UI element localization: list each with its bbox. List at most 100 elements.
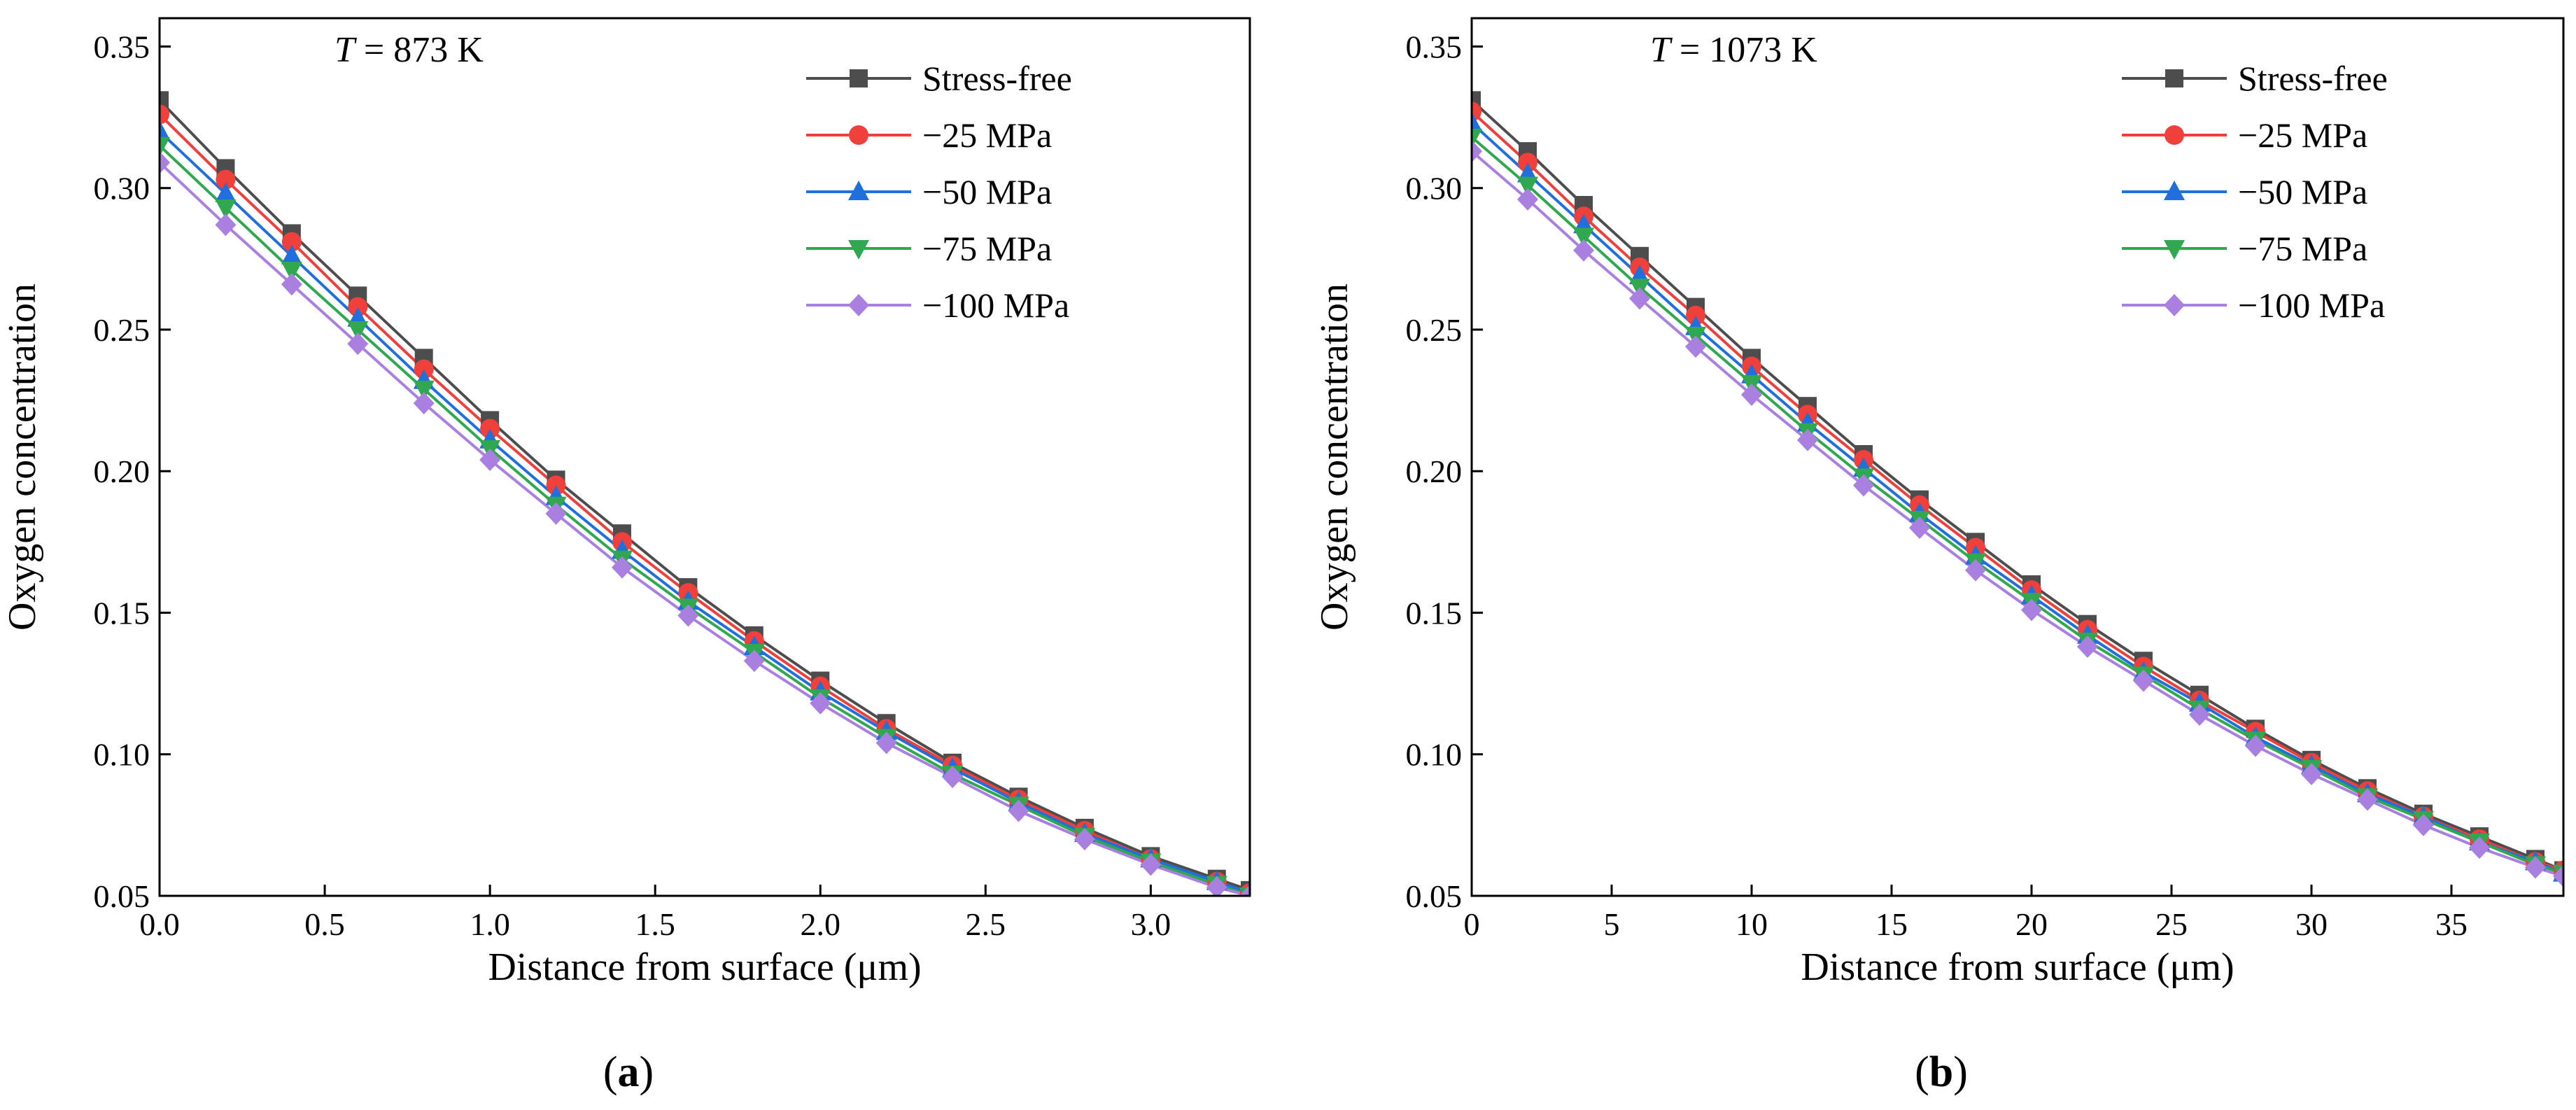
data-point xyxy=(1573,239,1594,262)
data-point xyxy=(2245,734,2266,757)
series-line-3 xyxy=(160,144,1250,896)
x-tick-label: 35 xyxy=(2435,906,2468,942)
legend-label: Stress-free xyxy=(2238,59,2388,98)
legend-label: −50 MPa xyxy=(922,172,1052,211)
data-point xyxy=(1517,188,1538,211)
legend: Stress-free −25 MPa −50 MPa −75 MPa −100 MPa xyxy=(2122,59,2388,325)
legend-label: −100 MPa xyxy=(2238,286,2385,325)
data-point xyxy=(1517,176,1538,197)
legend-label: −75 MPa xyxy=(922,229,1052,268)
x-tick-label: 0 xyxy=(1464,906,1480,942)
temperature-annotation: T = 873 K xyxy=(335,30,484,70)
legend-marker xyxy=(2165,69,2183,87)
series-line-1 xyxy=(160,113,1250,894)
data-point xyxy=(347,321,369,341)
data-point xyxy=(215,213,237,237)
data-point xyxy=(281,232,302,252)
x-tick-label: 5 xyxy=(1604,906,1620,942)
legend-label: −75 MPa xyxy=(2238,229,2367,268)
y-tick-label: 0.10 xyxy=(1406,737,1463,773)
data-point xyxy=(1965,558,1986,582)
data-point xyxy=(2469,836,2490,859)
data-point xyxy=(1573,227,1594,248)
data-point xyxy=(1853,474,1874,497)
data-point xyxy=(1472,140,1482,163)
data-point xyxy=(160,104,169,125)
panel-b-chart: 0 5 10 15 20 25 30 35 0.05 0.10 0.15 0.20 0.25 0.30 0.… xyxy=(1313,17,2565,989)
legend-label: −25 MPa xyxy=(2238,115,2367,155)
data-point xyxy=(1797,428,1818,451)
y-tick-label: 0.10 xyxy=(94,737,150,773)
data-point xyxy=(545,502,567,525)
legend-label: −100 MPa xyxy=(922,286,1069,325)
y-tick-label: 0.20 xyxy=(1406,454,1463,489)
y-tick-label: 0.15 xyxy=(1406,595,1463,631)
legend-marker xyxy=(2164,294,2185,316)
x-tick-label: 3.0 xyxy=(1131,906,1171,942)
y-tick-label: 0.30 xyxy=(1406,171,1463,206)
data-point xyxy=(1741,384,1762,407)
series-line-0 xyxy=(160,99,1250,892)
y-tick-label: 0.35 xyxy=(94,29,150,64)
data-point xyxy=(281,273,302,296)
data-point xyxy=(1140,853,1162,876)
data-point xyxy=(2525,856,2546,879)
data-point xyxy=(2357,788,2378,811)
x-axis-label: Distance from surface (μm) xyxy=(488,946,921,989)
data-point xyxy=(1472,111,1482,132)
y-tick-label: 0.05 xyxy=(94,878,150,914)
data-point xyxy=(480,419,500,439)
x-tick-label: 0.0 xyxy=(139,906,180,942)
x-tick-label: 20 xyxy=(2015,906,2048,942)
data-point xyxy=(216,169,236,190)
data-point xyxy=(810,691,831,715)
series-line-0 xyxy=(1472,99,2563,872)
data-point xyxy=(215,182,237,202)
data-point xyxy=(348,297,368,317)
data-point xyxy=(1629,287,1650,310)
legend-marker xyxy=(2164,181,2185,200)
data-point xyxy=(160,151,170,174)
legend-marker xyxy=(2165,125,2184,145)
temperature-annotation: T = 1073 K xyxy=(1650,30,1817,70)
data-point xyxy=(875,731,897,754)
legend-label: Stress-free xyxy=(922,59,1072,98)
plot-frame xyxy=(1470,17,2565,897)
data-point xyxy=(1518,153,1537,173)
x-tick-label: 0.5 xyxy=(304,906,345,942)
legend-marker xyxy=(848,240,869,260)
data-point xyxy=(2189,703,2210,726)
panel-a-chart: 0.0 0.5 1.0 1.5 2.0 2.5 3.0 0.05 0.10 0.15 0.20 0.2… xyxy=(1,17,1251,989)
data-point xyxy=(611,556,633,579)
legend-label: −25 MPa xyxy=(922,115,1052,155)
legend-label: −50 MPa xyxy=(2238,172,2367,211)
panel-a-label: (a) xyxy=(603,1048,654,1096)
data-point xyxy=(479,449,501,472)
x-tick-label: 2.5 xyxy=(966,906,1006,942)
data-point xyxy=(414,359,434,379)
data-point xyxy=(2021,598,2042,621)
y-axis-label: Oxygen concentration xyxy=(1313,283,1356,631)
data-point xyxy=(1909,517,1930,540)
y-tick-label: 0.25 xyxy=(1406,312,1463,348)
data-point xyxy=(347,332,369,356)
y-tick-label: 0.05 xyxy=(1406,878,1463,914)
x-tick-label: 1.0 xyxy=(470,906,510,942)
plot-frame xyxy=(158,17,1251,897)
data-point xyxy=(2077,635,2098,659)
y-tick-label: 0.15 xyxy=(94,595,150,631)
plot-area xyxy=(1472,91,2563,887)
y-tick-label: 0.30 xyxy=(94,171,150,206)
data-point xyxy=(1685,335,1706,358)
data-point xyxy=(413,380,435,400)
data-point xyxy=(743,649,765,673)
data-point xyxy=(677,604,699,627)
data-point xyxy=(1686,305,1705,325)
data-point xyxy=(215,199,237,220)
legend-marker xyxy=(849,125,868,145)
data-point xyxy=(160,137,170,157)
series-line-4 xyxy=(160,161,1250,896)
y-tick-label: 0.25 xyxy=(94,312,150,348)
legend-marker xyxy=(848,181,869,200)
